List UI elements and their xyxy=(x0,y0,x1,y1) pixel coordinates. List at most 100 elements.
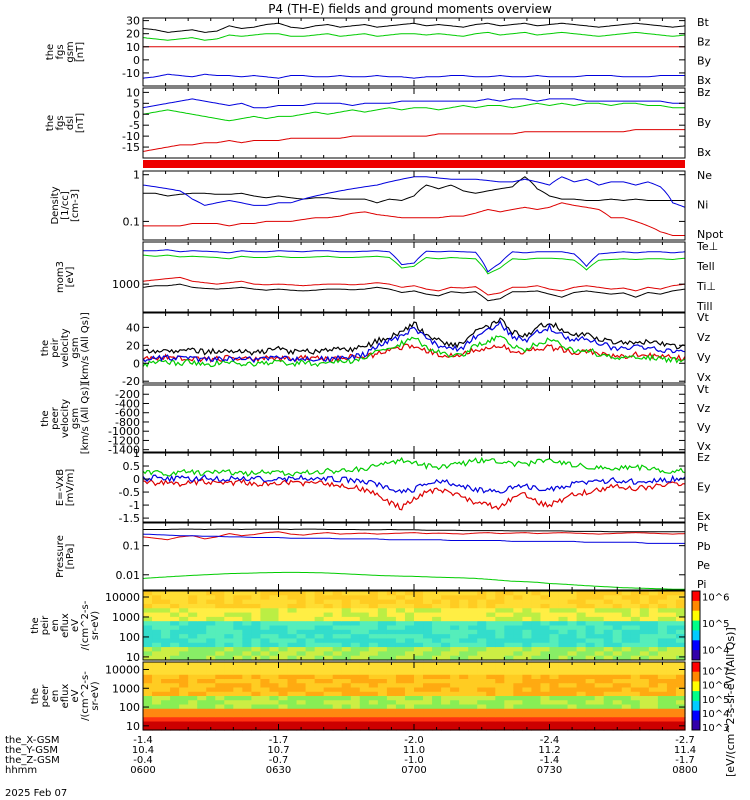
spectrogram-cell xyxy=(197,608,207,614)
spectrogram-cell xyxy=(269,674,280,680)
spectrogram-cell xyxy=(603,670,614,676)
spectrogram-cell xyxy=(567,651,578,657)
spectrogram-cell xyxy=(251,666,262,672)
spectrogram-cell xyxy=(468,700,478,706)
spectrogram-cell xyxy=(432,670,442,676)
spectrogram-cell xyxy=(657,634,668,640)
spectrogram-cell xyxy=(341,634,352,640)
spectrogram-cell xyxy=(224,625,234,631)
spectrogram-cell xyxy=(386,638,397,644)
spectrogram-cell xyxy=(540,638,551,644)
spectrogram-cell xyxy=(414,704,424,710)
spectrogram-cell xyxy=(260,662,271,667)
spectrogram-cell xyxy=(323,662,334,667)
spectrogram-cell xyxy=(404,670,415,676)
spectrogram-cell xyxy=(224,721,234,727)
spectrogram-cell xyxy=(531,621,542,627)
spectrogram-cell xyxy=(558,612,569,618)
spectrogram-cell xyxy=(666,621,677,627)
spectrogram-cell xyxy=(432,629,442,635)
spectrogram-cell xyxy=(450,638,460,644)
spectrogram-cell xyxy=(377,625,388,631)
spectrogram-cell xyxy=(486,700,496,706)
spectrogram-cell xyxy=(278,655,289,661)
spectrogram-cell xyxy=(486,655,496,661)
spectrogram-cell xyxy=(522,670,533,676)
spectrogram-cell xyxy=(540,655,551,661)
panel-frame xyxy=(142,384,686,453)
spectrogram-cell xyxy=(170,647,180,652)
spectrogram-cell xyxy=(666,662,677,667)
spectrogram-cell xyxy=(143,700,153,706)
spectrogram-cell xyxy=(459,599,469,605)
spectrogram-cell xyxy=(395,687,406,693)
spectrogram-cell xyxy=(377,670,388,676)
spectrogram-cell xyxy=(395,595,406,601)
spectrogram-cell xyxy=(477,625,487,631)
spectrogram-cell xyxy=(477,621,487,627)
spectrogram-cell xyxy=(495,603,505,609)
spectrogram-cell xyxy=(477,713,487,718)
spectrogram-cell xyxy=(495,638,505,644)
spectrogram-cell xyxy=(143,687,153,693)
spectrogram-cell xyxy=(224,662,234,667)
spectrogram-cell xyxy=(395,674,406,680)
spectrogram-cell xyxy=(468,687,478,693)
y-tick-label: 5 xyxy=(133,97,140,110)
spectrogram-cell xyxy=(404,683,415,689)
spectrogram-cell xyxy=(486,642,496,648)
spectrogram-cell xyxy=(260,687,271,693)
spectrogram-cell xyxy=(585,608,596,614)
spectrogram-cell xyxy=(441,595,451,601)
spectrogram-cell xyxy=(323,625,334,631)
spectrogram-cell xyxy=(459,638,469,644)
spectrogram-cell xyxy=(269,599,280,605)
spectrogram-cell xyxy=(278,691,289,697)
spectrogram-cell xyxy=(197,616,207,622)
spectrogram-cell xyxy=(161,595,171,601)
spectrogram-cell xyxy=(540,670,551,676)
spectrogram-cell xyxy=(648,708,659,714)
spectrogram-cell xyxy=(612,696,623,701)
spectrogram-cell xyxy=(179,603,189,609)
spectrogram-cell xyxy=(197,612,207,618)
spectrogram-cell xyxy=(495,674,505,680)
spectrogram-cell xyxy=(423,687,433,693)
spectrogram-cell xyxy=(459,725,469,731)
spectrogram-cell xyxy=(639,713,650,718)
spectrogram-cell xyxy=(224,691,234,697)
spectrogram-cell xyxy=(242,674,252,680)
spectrogram-cell xyxy=(368,691,379,697)
spectrogram-cell xyxy=(630,708,641,714)
spectrogram-cell xyxy=(522,721,533,727)
spectrogram-cell xyxy=(549,700,560,706)
spectrogram-cell xyxy=(603,679,614,684)
spectrogram-cell xyxy=(332,621,343,627)
spectrogram-cell xyxy=(323,683,334,689)
spectrogram-cell xyxy=(522,713,533,718)
y-tick-label: 20 xyxy=(126,28,140,41)
spectrogram-cell xyxy=(675,670,686,676)
spectrogram-cell xyxy=(143,629,153,635)
spectrogram-cell xyxy=(305,651,316,657)
spectrogram-cell xyxy=(287,651,298,657)
spectrogram-cell xyxy=(630,696,641,701)
spectrogram-cell xyxy=(504,666,514,672)
spectrogram-cell xyxy=(323,708,334,714)
spectrogram-cell xyxy=(486,674,496,680)
spectrogram-cell xyxy=(215,599,225,605)
spectrogram-cell xyxy=(242,679,252,684)
spectrogram-cell xyxy=(314,655,325,661)
spectrogram-cell xyxy=(522,638,533,644)
spectrogram-cell xyxy=(323,687,334,693)
y-axis-label: [nT] xyxy=(75,113,86,133)
spectrogram-cell xyxy=(675,591,686,596)
spectrogram-cell xyxy=(576,683,587,689)
spectrogram-cell xyxy=(477,666,487,672)
spectrogram-cell xyxy=(639,629,650,635)
spectrogram-cell xyxy=(639,621,650,627)
spectrogram-cell xyxy=(224,612,234,618)
spectrogram-cell xyxy=(567,612,578,618)
spectrogram-cell xyxy=(630,608,641,614)
